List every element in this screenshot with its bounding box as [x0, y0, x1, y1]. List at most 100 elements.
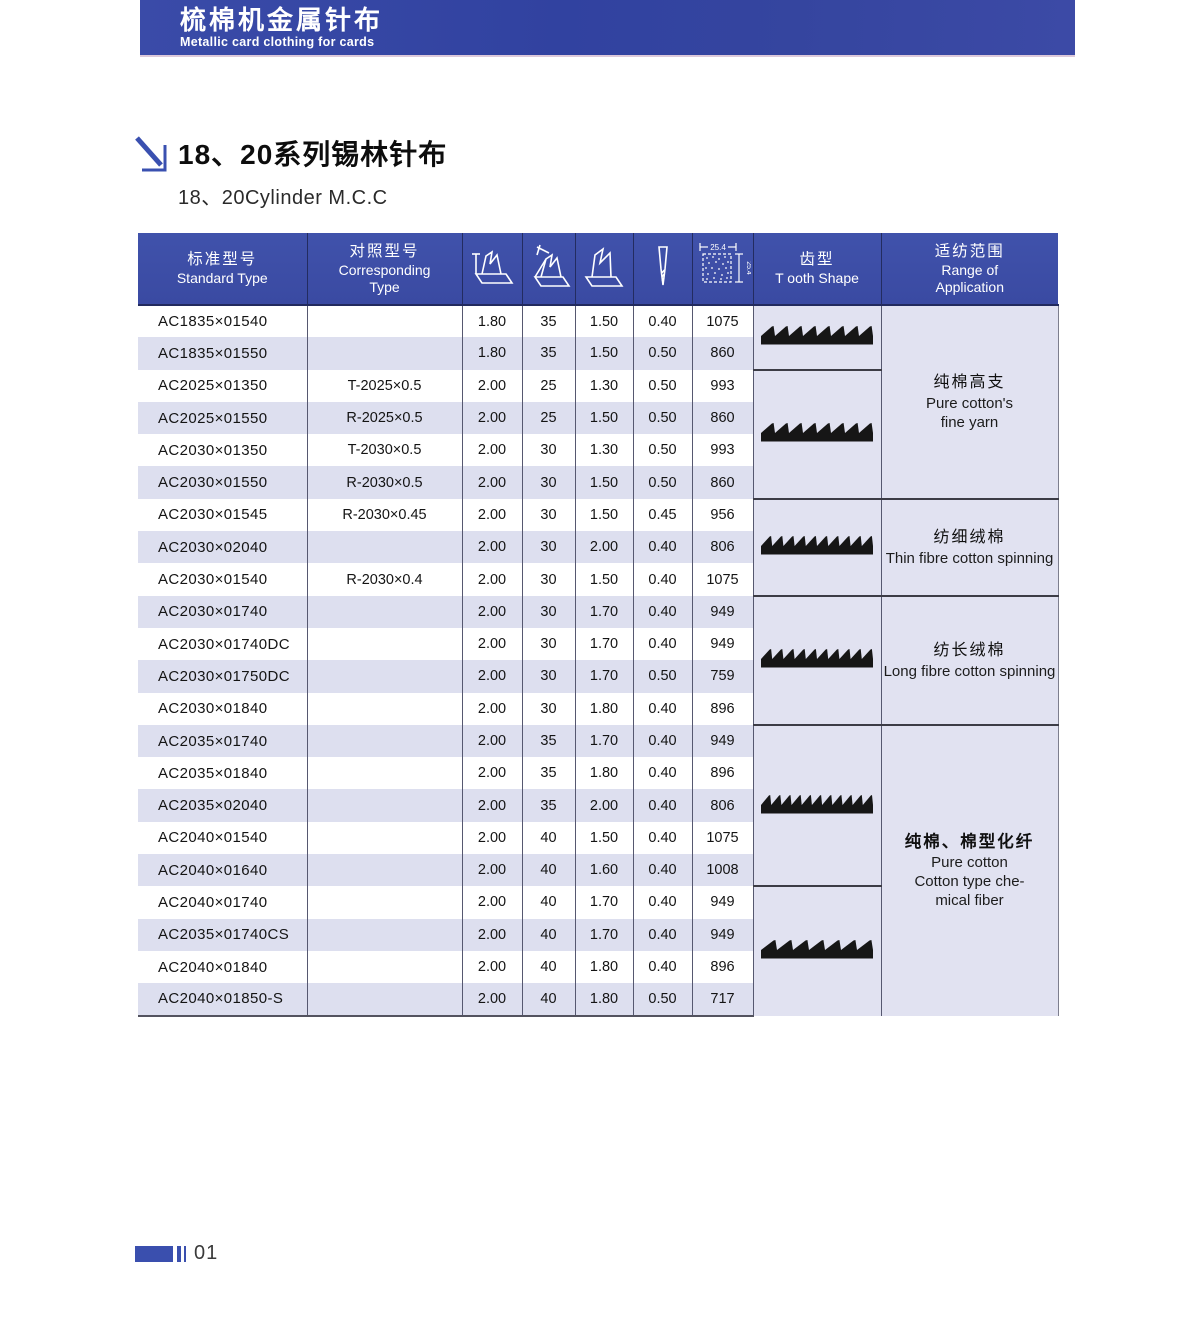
cell-corresponding-type: T-2030×0.5 [306, 434, 462, 467]
col-header-front-angle [521, 233, 575, 306]
cell-standard-type: AC2030×01545 [138, 498, 307, 532]
cell-point-density: 896 [691, 757, 753, 790]
cell-tooth-depth: 1.70 [574, 918, 633, 951]
section-title-en: 18、20Cylinder M.C.C [178, 187, 388, 209]
cell-front-angle: 35 [521, 724, 575, 758]
cell-point-density: 949 [691, 724, 753, 758]
cell-point-density: 956 [691, 498, 753, 532]
table-row: AC2025×01350 T-2025×0.5 2.00 25 1.30 0.50 993 [138, 368, 1058, 499]
cell-tooth-depth: 1.50 [574, 466, 633, 499]
table-row: AC2035×02040 2.00 35 2.00 0.40 806 [138, 789, 1058, 822]
cell-corresponding-type [306, 692, 462, 725]
cell-tooth-depth: 1.50 [574, 821, 633, 855]
application-text-zh: 纺细绒棉 [933, 528, 1006, 546]
cell-point-density: 993 [691, 434, 753, 467]
application-cell: 纯棉高支 Pure cotton's fine yarn [880, 305, 1059, 499]
page-marker-bar-icon [184, 1245, 186, 1262]
cell-standard-type: AC2040×01740 [138, 886, 307, 919]
header-tooth-zh: 齿型 [799, 251, 835, 268]
application-text-en: Long fibre cotton spinning [883, 662, 1056, 680]
application-text-zh: 纯棉高支 [933, 373, 1006, 391]
table-row: AC2035×01740 2.00 35 1.70 0.40 949 纯棉、棉型化纤 Pure… [138, 723, 1059, 1016]
spec-table-body: AC1835×01540 1.80 35 1.50 0.40 1075 纯棉高支 Pure c… [138, 305, 1059, 1017]
cell-point-density: 949 [691, 918, 753, 951]
cell-tooth-depth: 1.30 [574, 369, 633, 402]
cell-point-density: 993 [691, 369, 753, 402]
cell-front-angle: 30 [521, 531, 575, 564]
cell-standard-type: AC2030×01540 [138, 563, 307, 596]
section-title-zh: 18、20系列锡林针布 [178, 139, 448, 170]
cell-rib-width: 0.40 [632, 531, 692, 564]
cell-rib-width: 0.45 [632, 498, 692, 532]
cell-corresponding-type [306, 337, 462, 370]
cell-corresponding-type [306, 789, 462, 822]
svg-text:25.4: 25.4 [745, 261, 751, 275]
table-row: AC2030×01750DC 2.00 30 1.70 0.50 759 [138, 660, 1058, 693]
table-row: AC2030×01545 R-2030×0.45 2.00 30 1.50 0.45 956… [138, 497, 1059, 596]
cell-rib-width: 0.50 [632, 369, 692, 402]
cell-point-density: 949 [691, 595, 753, 628]
cell-tooth-depth: 1.50 [574, 563, 633, 596]
tooth-depth-icon [580, 247, 628, 295]
cell-rib-width: 0.40 [632, 305, 692, 338]
header-standard-en: Standard Type [176, 270, 268, 286]
cell-standard-type: AC2030×01840 [138, 692, 307, 725]
table-row: AC2030×01350 T-2030×0.5 2.00 30 1.30 0.50 993 [138, 434, 1058, 467]
cell-front-angle: 40 [521, 918, 575, 951]
cell-rib-width: 0.50 [632, 660, 692, 693]
cell-rib-width: 0.40 [632, 595, 692, 628]
cell-point-density: 717 [691, 983, 753, 1017]
cell-front-angle: 30 [521, 434, 575, 467]
cell-front-angle: 35 [521, 757, 575, 790]
page-number: 01 [194, 1242, 219, 1264]
cell-tooth-depth: 1.80 [574, 757, 633, 790]
header-range-zh: 适纺范围 [934, 242, 1005, 260]
cell-tooth-depth: 1.50 [574, 498, 633, 532]
cell-corresponding-type [306, 918, 462, 951]
table-row: AC2030×02040 2.00 30 2.00 0.40 806 [138, 531, 1058, 564]
cell-total-height: 2.00 [461, 498, 522, 532]
col-header-tooth-shape: 齿型 T ooth Shape [752, 233, 881, 306]
cell-total-height: 2.00 [461, 950, 522, 984]
cell-point-density: 1075 [691, 563, 753, 596]
tooth-shape-cell [752, 885, 881, 1016]
cell-front-angle: 25 [521, 401, 575, 435]
saw-tooth-profile-icon [761, 536, 873, 560]
cell-standard-type: AC2040×01640 [138, 854, 307, 887]
saw-tooth-profile-icon [761, 326, 873, 350]
cell-front-angle: 40 [521, 886, 575, 919]
cell-corresponding-type: R-2030×0.4 [306, 563, 462, 596]
cell-point-density: 949 [691, 627, 753, 661]
cell-total-height: 2.00 [461, 369, 522, 402]
cell-front-angle: 30 [521, 692, 575, 725]
header-corresponding-en2: Type [369, 278, 400, 295]
cell-tooth-depth: 1.70 [574, 724, 633, 758]
cell-rib-width: 0.40 [632, 950, 692, 984]
cell-rib-width: 0.40 [632, 724, 692, 758]
cell-total-height: 2.00 [461, 595, 522, 628]
application-text-en: fine yarn [940, 413, 999, 431]
cell-tooth-depth: 1.70 [574, 627, 633, 661]
tooth-total-height-icon [468, 250, 516, 295]
banner-title-en: Metallic card clothing for cards [180, 35, 375, 49]
cell-standard-type: AC1835×01550 [138, 337, 307, 370]
cell-total-height: 2.00 [461, 434, 522, 467]
cell-corresponding-type [306, 660, 462, 693]
cell-total-height: 2.00 [461, 821, 522, 855]
cell-total-height: 2.00 [461, 757, 522, 790]
cell-corresponding-type [306, 886, 462, 919]
cell-point-density: 806 [691, 531, 753, 564]
cell-point-density: 949 [691, 886, 753, 919]
cell-front-angle: 40 [521, 950, 575, 984]
saw-tooth-profile-icon [761, 794, 873, 819]
application-text-en: Pure cotton [931, 854, 1008, 872]
cell-total-height: 1.80 [461, 305, 522, 338]
spec-table: 标准型号 Standard Type 对照型号 Corresponding Ty… [138, 233, 1059, 1017]
cell-tooth-depth: 1.50 [574, 337, 633, 370]
tooth-front-angle-icon [525, 244, 573, 295]
cell-front-angle: 30 [521, 498, 575, 532]
cell-tooth-depth: 1.70 [574, 660, 633, 693]
cell-total-height: 2.00 [461, 563, 522, 596]
table-row: AC2040×01850-S 2.00 40 1.80 0.50 717 [138, 983, 1058, 1017]
tooth-shape-cell [752, 305, 881, 370]
